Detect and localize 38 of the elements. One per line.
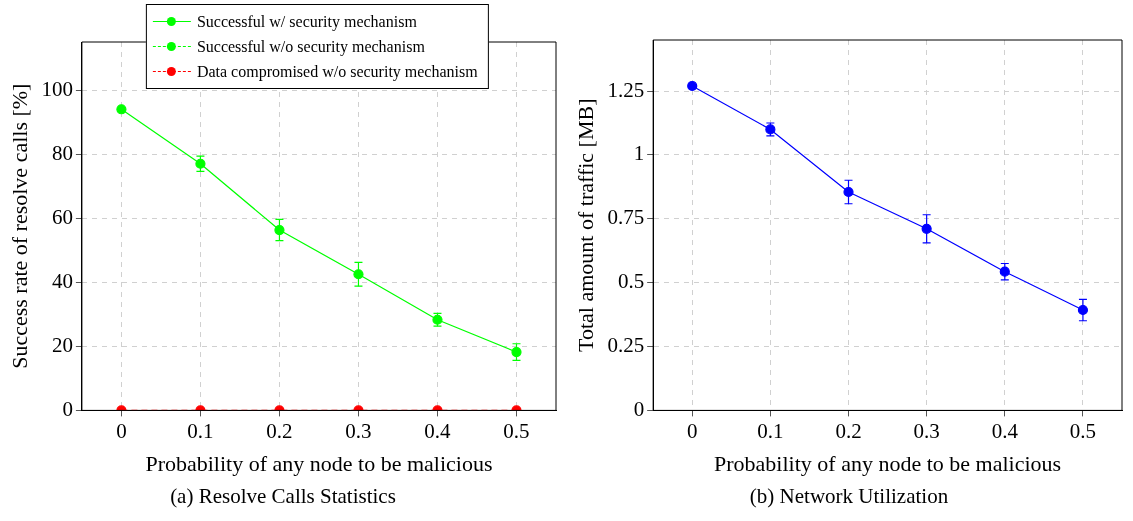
y-tick-label: 0.5 bbox=[617, 269, 645, 294]
y-tick-label: 1 bbox=[633, 141, 645, 166]
point bbox=[116, 104, 127, 115]
point bbox=[511, 347, 522, 358]
legend-label: Successful w/o security mechanism bbox=[196, 37, 425, 56]
x-tick-label: 0.1 bbox=[757, 418, 784, 443]
legend-label: Data compromised w/o security mechanism bbox=[196, 62, 478, 81]
x-tick-label: 0.5 bbox=[503, 418, 530, 443]
y-axis-title: Total amount of traffic [MB] bbox=[572, 98, 598, 352]
y-tick-label: 0 bbox=[633, 396, 645, 421]
x-tick-label: 0 bbox=[116, 418, 127, 443]
y-tick-label: 1.25 bbox=[607, 77, 645, 102]
legend-label: Successful w/ security mechanism bbox=[196, 12, 417, 31]
y-tick-label: 0.25 bbox=[607, 333, 645, 358]
point bbox=[687, 80, 698, 92]
text: (a) Resolve Calls Statistics bbox=[170, 484, 396, 509]
x-tick-label: 0 bbox=[686, 418, 698, 443]
y-tick-label: 60 bbox=[51, 204, 73, 229]
y-tick-label: 100 bbox=[41, 76, 73, 101]
text: (b) Network Utilization bbox=[749, 484, 949, 509]
x-tick-label: 0.5 bbox=[1069, 418, 1097, 443]
x-tick-label: 0.2 bbox=[266, 418, 293, 443]
y-tick-label: 80 bbox=[51, 140, 73, 165]
x-axis-title: Probability of any node to be malicious bbox=[145, 450, 493, 476]
y-tick-label: 0 bbox=[62, 396, 73, 421]
x-tick-label: 0.3 bbox=[913, 418, 940, 443]
point bbox=[843, 186, 854, 198]
x-axis-title: Probability of any node to be malicious bbox=[714, 450, 1062, 476]
x-tick-label: 0.2 bbox=[835, 418, 862, 443]
y-axis-title: Success rate of resolve calls [%] bbox=[6, 83, 32, 369]
x-tick-label: 0.4 bbox=[424, 418, 452, 443]
y-tick-label: 20 bbox=[51, 332, 73, 357]
x-tick-label: 0.4 bbox=[991, 418, 1019, 443]
x-tick-label: 0.3 bbox=[345, 418, 372, 443]
point bbox=[999, 266, 1010, 277]
x-tick-label: 0.1 bbox=[187, 418, 214, 443]
y-tick-label: 0.75 bbox=[607, 205, 645, 230]
y-tick-label: 40 bbox=[51, 268, 73, 293]
